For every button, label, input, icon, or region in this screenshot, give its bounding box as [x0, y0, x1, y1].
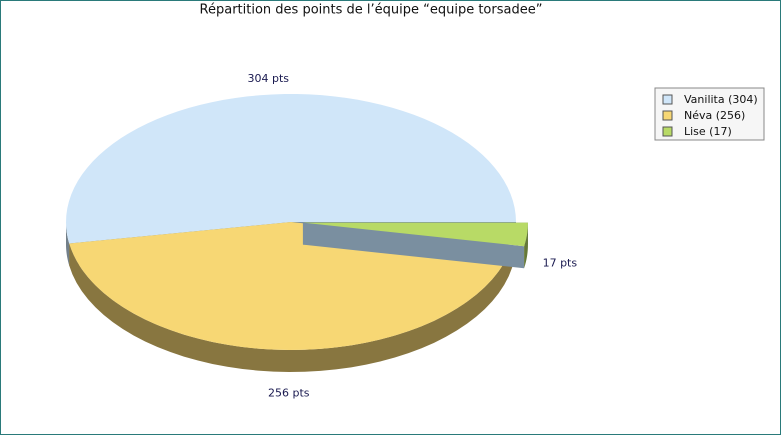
legend-swatch: [662, 110, 673, 121]
legend-swatch: [662, 94, 673, 105]
value-label: 256 pts: [268, 386, 310, 399]
legend-box: [654, 87, 765, 141]
pie: 304 pts 256 pts 17 pts: [66, 72, 577, 399]
slice-side: [69, 243, 513, 372]
legend-swatch: [662, 126, 673, 137]
legend-label: Lise (17): [684, 125, 732, 138]
slice: [66, 94, 517, 244]
value-label: 17 pts: [543, 256, 578, 269]
chart-title: Répartition des points de l’équipe “equi…: [200, 3, 543, 18]
slice-side: [66, 222, 70, 266]
slice-side: [524, 222, 528, 269]
legend-label: Néva (256): [684, 109, 745, 122]
legend-label: Vanilita (304): [684, 93, 758, 106]
value-label: 304 pts: [247, 72, 289, 85]
slice: [302, 222, 528, 247]
legend: Vanilita (304) Néva (256) Lise (17): [654, 87, 765, 141]
